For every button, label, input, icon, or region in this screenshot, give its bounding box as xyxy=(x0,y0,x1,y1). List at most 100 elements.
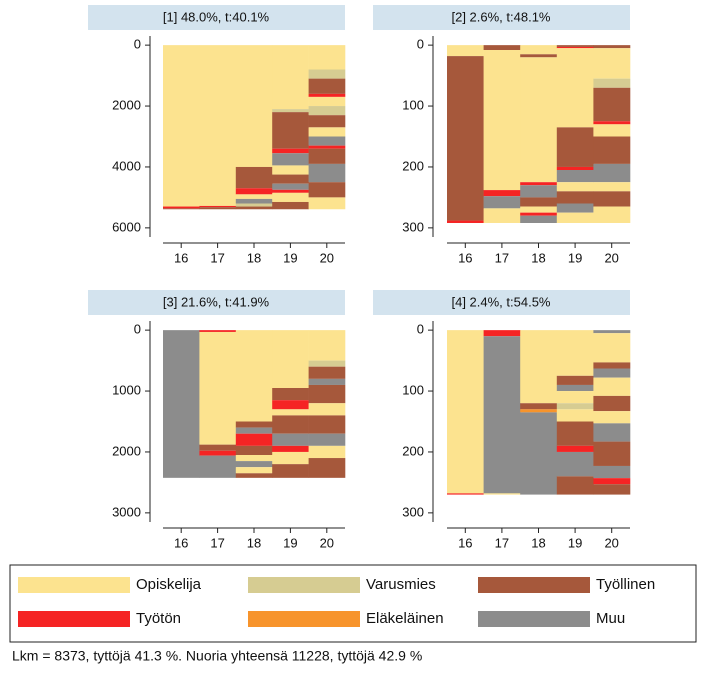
y-tick-label: 200 xyxy=(402,443,424,458)
x-tick-label: 20 xyxy=(604,535,618,550)
sequence-segment xyxy=(556,384,594,392)
sequence-segment xyxy=(447,220,484,223)
sequence-segment xyxy=(235,206,273,210)
sequence-segment xyxy=(593,423,631,442)
sequence-segment xyxy=(556,409,594,422)
sequence-segment xyxy=(235,421,273,428)
y-tick-label: 200 xyxy=(402,158,424,173)
sequence-segment xyxy=(308,148,346,164)
sequence-segment xyxy=(272,192,309,202)
sequence-segment xyxy=(199,455,237,478)
sequence-segment xyxy=(235,461,273,468)
sequence-segment xyxy=(556,46,594,49)
sequence-segment xyxy=(593,333,631,363)
x-tick-label: 20 xyxy=(320,535,334,550)
sequence-segment xyxy=(483,330,521,337)
legend-swatch xyxy=(478,611,590,627)
legend-label: Eläkeläinen xyxy=(366,610,444,627)
sequence-segment xyxy=(520,215,558,223)
x-tick-label: 18 xyxy=(531,250,545,265)
sequence-segment xyxy=(272,445,309,452)
sequence-segment xyxy=(272,109,309,113)
sequence-segment xyxy=(556,212,594,223)
sequence-segment xyxy=(199,450,237,456)
sequence-segment xyxy=(272,153,309,166)
x-tick-label: 20 xyxy=(604,250,618,265)
sequence-segment xyxy=(556,182,594,192)
sequence-segment xyxy=(235,188,273,195)
sequence-segment xyxy=(556,48,594,128)
sequence-segment xyxy=(272,165,309,175)
legend-swatch xyxy=(248,611,360,627)
sequence-segment xyxy=(308,378,346,385)
sequence-segment xyxy=(520,212,558,216)
sequence-segment xyxy=(556,451,594,477)
sequence-segment xyxy=(447,45,484,57)
legend-swatch xyxy=(18,611,130,627)
sequence-segment xyxy=(556,476,594,495)
sequence-segment xyxy=(556,330,594,376)
x-tick-label: 16 xyxy=(458,535,472,550)
sequence-segment xyxy=(272,451,309,465)
sequence-segment xyxy=(163,206,200,209)
sequence-segment xyxy=(308,106,346,116)
sequence-segment xyxy=(593,484,631,495)
sequence-segment xyxy=(447,330,484,494)
y-tick-label: 100 xyxy=(402,97,424,112)
sequence-segment xyxy=(199,330,237,332)
y-tick-label: 300 xyxy=(402,504,424,519)
sequence-segment xyxy=(483,208,521,223)
x-tick-label: 18 xyxy=(531,535,545,550)
sequence-segment xyxy=(483,336,521,494)
sequence-segment xyxy=(235,166,273,189)
sequence-segment xyxy=(593,121,631,125)
footnote: Lkm = 8373, tyttöjä 41.3 %. Nuoria yhtee… xyxy=(12,648,422,664)
sequence-segment xyxy=(308,415,346,434)
legend-label: Opiskelija xyxy=(136,576,202,593)
sequence-segment xyxy=(483,190,521,197)
sequence-segment xyxy=(447,493,484,495)
sequence-segment xyxy=(593,368,631,378)
sequence-segment xyxy=(235,433,273,446)
sequence-segment xyxy=(199,444,237,451)
sequence-segment xyxy=(520,197,558,207)
x-tick-label: 16 xyxy=(174,250,188,265)
legend-label: Varusmies xyxy=(366,576,436,593)
sequence-segment xyxy=(199,205,237,208)
sequence-segment xyxy=(593,191,631,207)
sequence-segment xyxy=(163,45,200,207)
sequence-segment xyxy=(272,330,309,388)
sequence-segment xyxy=(199,207,237,210)
panel-strip xyxy=(373,5,630,30)
legend-swatch xyxy=(248,577,360,593)
sequence-segment xyxy=(235,473,273,478)
sequence-segment xyxy=(199,331,237,445)
sequence-segment xyxy=(308,145,346,149)
x-tick-label: 16 xyxy=(174,535,188,550)
sequence-segment xyxy=(556,45,594,47)
sequence-segment xyxy=(556,445,594,452)
panel-strip xyxy=(88,290,345,315)
x-tick-label: 17 xyxy=(495,250,509,265)
y-tick-label: 300 xyxy=(402,219,424,234)
sequence-segment xyxy=(520,54,558,58)
sequence-segment xyxy=(483,50,521,191)
x-tick-label: 17 xyxy=(210,250,224,265)
sequence-segment xyxy=(593,124,631,137)
sequence-segment xyxy=(593,465,631,479)
sequence-segment xyxy=(556,391,594,404)
sequence-segment xyxy=(520,412,558,495)
sequence-segment xyxy=(556,375,594,385)
sequence-segment xyxy=(308,163,346,183)
sequence-segment xyxy=(556,403,594,410)
sequence-segment xyxy=(308,366,346,379)
legend-swatch xyxy=(18,577,130,593)
sequence-segment xyxy=(308,127,346,137)
legend-box xyxy=(9,564,697,643)
y-tick-label: 0 xyxy=(134,37,141,52)
sequence-segment xyxy=(556,166,594,170)
x-tick-label: 19 xyxy=(568,250,582,265)
sequence-segment xyxy=(235,467,273,474)
x-tick-label: 18 xyxy=(247,535,261,550)
